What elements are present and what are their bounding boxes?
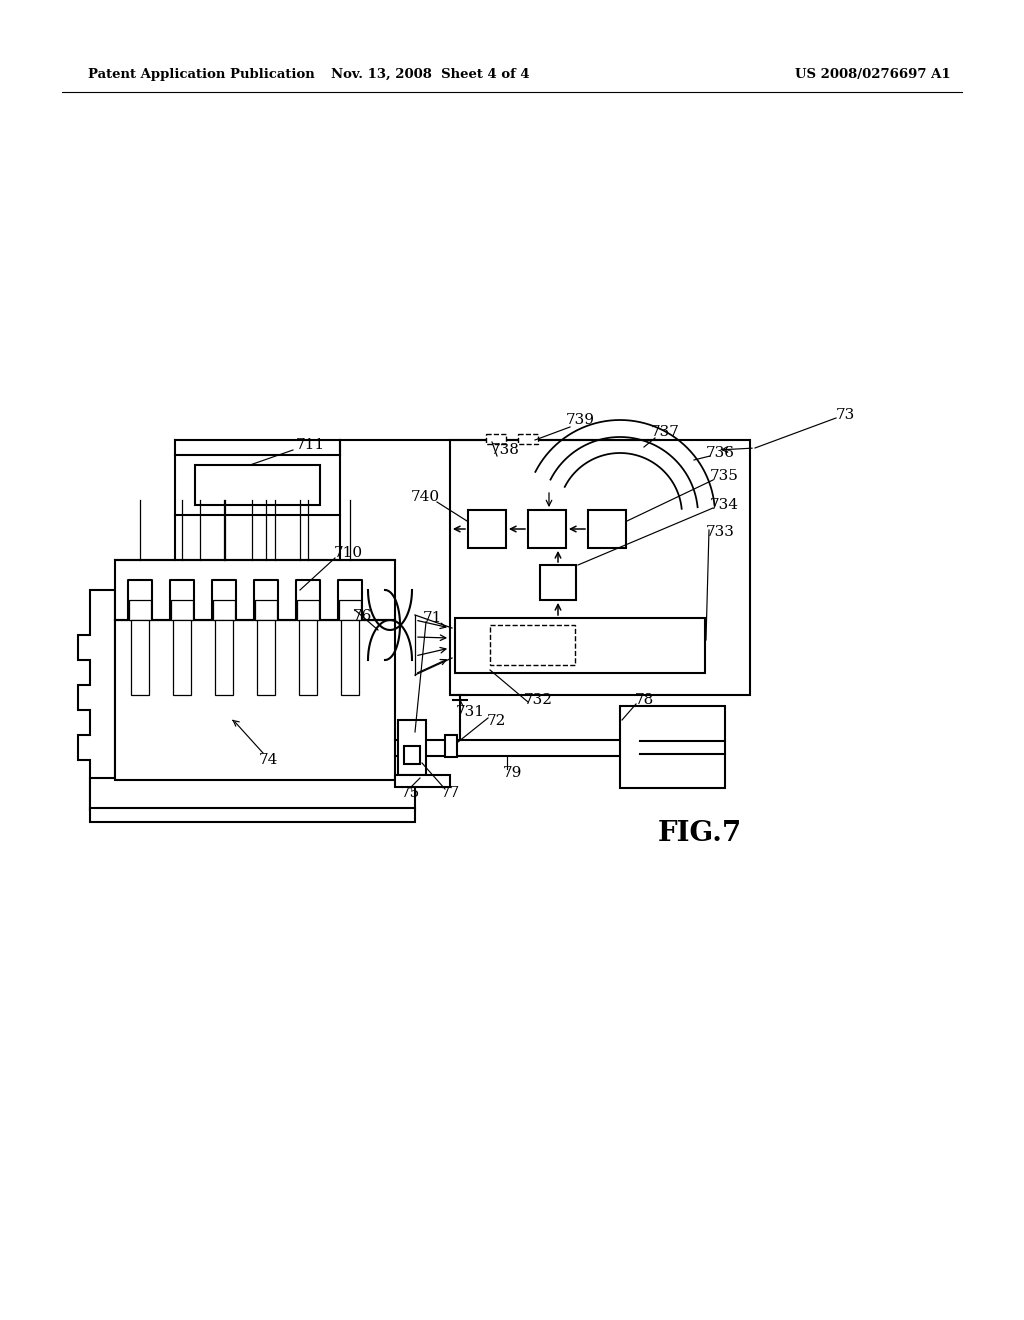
Text: FIG.7: FIG.7 [657,820,742,847]
Text: 710: 710 [334,546,362,560]
Bar [620,706,725,788]
Bar [404,746,420,764]
Text: 75: 75 [400,785,420,800]
Bar [131,620,150,696]
Bar [213,601,234,620]
Bar [528,510,566,548]
Text: Patent Application Publication: Patent Application Publication [88,69,314,81]
Text: 731: 731 [456,705,484,719]
Bar [299,620,317,696]
Polygon shape [78,590,115,810]
Text: 78: 78 [635,693,653,708]
Bar [297,601,319,620]
Text: 738: 738 [490,444,519,457]
Bar [90,808,415,822]
Bar [455,618,705,673]
Bar [257,620,275,696]
Bar [90,777,415,810]
Bar [175,455,340,515]
Text: 71: 71 [422,611,441,624]
Bar [171,601,193,620]
Text: 733: 733 [706,525,734,539]
Text: US 2008/0276697 A1: US 2008/0276697 A1 [795,69,950,81]
Bar [129,601,151,620]
Bar [445,735,457,756]
Text: 736: 736 [706,446,734,459]
Bar [518,434,538,444]
Text: 73: 73 [836,408,855,422]
Text: 737: 737 [650,425,680,440]
Text: Nov. 13, 2008  Sheet 4 of 4: Nov. 13, 2008 Sheet 4 of 4 [331,69,529,81]
Bar [215,620,233,696]
Bar [115,560,395,620]
Bar [490,624,575,665]
Text: 735: 735 [710,469,738,483]
Text: 77: 77 [440,785,460,800]
Text: 76: 76 [352,609,372,623]
Text: 79: 79 [503,766,521,780]
Bar [588,510,626,548]
Bar [255,601,278,620]
Text: 711: 711 [296,438,325,451]
Bar [173,620,191,696]
Bar [540,565,575,601]
Text: 740: 740 [411,490,439,504]
Bar [398,719,426,775]
Bar [195,465,319,506]
Bar [395,775,450,787]
Text: 732: 732 [523,693,553,708]
Bar [450,440,750,696]
Bar [115,620,395,780]
Bar [341,620,359,696]
Bar [339,601,361,620]
Bar [468,510,506,548]
Text: 739: 739 [565,413,595,426]
Bar [486,434,506,444]
Text: 74: 74 [258,752,278,767]
Text: 72: 72 [486,714,506,729]
Text: 734: 734 [710,498,738,512]
